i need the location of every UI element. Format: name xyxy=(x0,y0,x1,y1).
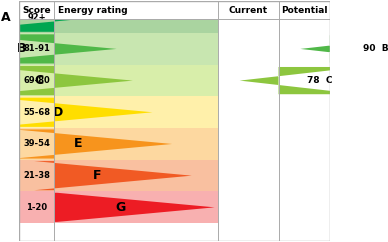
Polygon shape xyxy=(0,34,116,63)
Bar xyxy=(19,160,218,191)
Text: 90  B: 90 B xyxy=(362,45,388,53)
Text: 1-20: 1-20 xyxy=(26,203,47,212)
Text: 92+: 92+ xyxy=(27,13,46,22)
Text: 81-91: 81-91 xyxy=(23,45,50,53)
Bar xyxy=(19,33,218,65)
Text: E: E xyxy=(73,137,82,151)
Text: Energy rating: Energy rating xyxy=(57,6,127,15)
Bar xyxy=(19,1,330,19)
Text: 39-54: 39-54 xyxy=(23,139,50,149)
Text: G: G xyxy=(115,201,125,214)
Polygon shape xyxy=(34,161,192,190)
Text: F: F xyxy=(93,169,102,182)
Text: Current: Current xyxy=(229,6,268,15)
Text: 55-68: 55-68 xyxy=(23,108,50,117)
Text: Score: Score xyxy=(22,6,51,15)
Polygon shape xyxy=(240,67,360,94)
Text: C: C xyxy=(34,74,43,87)
Polygon shape xyxy=(54,193,215,222)
Text: 78  C: 78 C xyxy=(307,76,332,85)
Text: B: B xyxy=(17,42,27,55)
Polygon shape xyxy=(15,129,172,159)
Text: A: A xyxy=(1,11,10,24)
Bar xyxy=(19,191,218,223)
Polygon shape xyxy=(0,98,152,127)
Text: D: D xyxy=(53,106,63,119)
Text: 21-38: 21-38 xyxy=(23,171,50,180)
Text: Potential: Potential xyxy=(281,6,327,15)
Polygon shape xyxy=(300,35,388,62)
Bar xyxy=(19,1,218,33)
Polygon shape xyxy=(0,66,133,95)
Bar xyxy=(19,128,218,160)
Text: 69-80: 69-80 xyxy=(23,76,50,85)
Bar xyxy=(19,65,218,97)
Polygon shape xyxy=(0,3,100,32)
Bar xyxy=(19,97,218,128)
